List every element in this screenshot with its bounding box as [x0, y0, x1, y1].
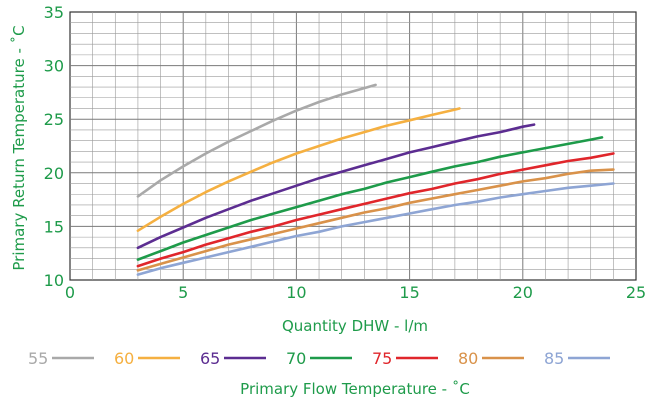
y-tick-label: 15: [44, 217, 64, 236]
series-line-80: [136, 168, 615, 272]
y-tick-label: 35: [44, 3, 64, 22]
legend-label-80: 80: [458, 349, 478, 368]
axis-ticks: 0 5 10 15 20 25 10 15 20 25 30 35: [44, 3, 647, 302]
series-line-70: [136, 136, 604, 261]
legend-label-55: 55: [28, 349, 48, 368]
y-axis-label: Primary Return Temperature - ˚C: [10, 25, 28, 270]
legend-label-85: 85: [544, 349, 564, 368]
legend-title: Primary Flow Temperature - ˚C: [240, 380, 470, 398]
legend-label-65: 65: [200, 349, 220, 368]
y-tick-label: 20: [44, 164, 64, 183]
series-lines: [136, 83, 615, 276]
y-tick-label: 30: [44, 57, 64, 76]
series-line-65: [136, 123, 536, 250]
x-tick-label: 20: [513, 283, 533, 302]
x-tick-label: 5: [178, 283, 188, 302]
x-axis-label: Quantity DHW - l/m: [282, 317, 428, 335]
y-tick-label: 25: [44, 110, 64, 129]
series-line-60: [136, 107, 461, 232]
x-tick-label: 10: [286, 283, 306, 302]
legend-label-60: 60: [114, 349, 134, 368]
x-tick-label: 0: [65, 283, 75, 302]
legend: 55 60 65 70 75 80 85: [28, 349, 610, 368]
x-tick-label: 15: [399, 283, 419, 302]
legend-label-70: 70: [286, 349, 306, 368]
y-tick-label: 10: [44, 271, 64, 290]
series-line-75: [136, 152, 615, 268]
legend-label-75: 75: [372, 349, 392, 368]
x-tick-label: 25: [626, 283, 646, 302]
series-line-55: [136, 83, 377, 198]
series-line-85: [136, 182, 615, 276]
